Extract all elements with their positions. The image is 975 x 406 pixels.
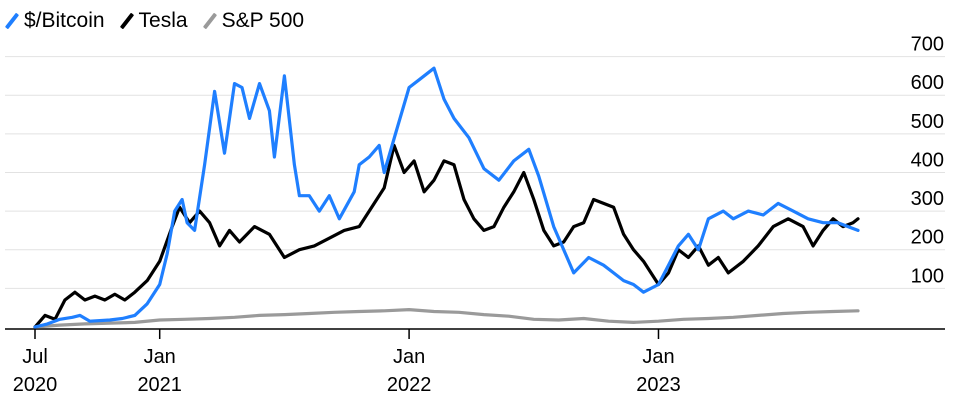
chart-legend: $/Bitcoin Tesla S&P 500 bbox=[4, 6, 305, 36]
series-line--bitcoin bbox=[33, 66, 860, 329]
series-line-s-p-500 bbox=[33, 308, 860, 329]
x-tick-label: 2023 bbox=[636, 374, 681, 396]
legend-label: Tesla bbox=[138, 9, 188, 32]
x-tick-label: Jan bbox=[144, 346, 176, 368]
y-tick-label: 400 bbox=[911, 149, 944, 171]
legend-item: S&P 500 bbox=[202, 9, 305, 33]
series-line-tesla bbox=[33, 143, 860, 329]
x-tick-label: 2021 bbox=[137, 374, 182, 396]
y-tick-label: 700 bbox=[911, 34, 944, 56]
legend-item: $/Bitcoin bbox=[4, 9, 105, 33]
x-tick-label: Jan bbox=[393, 346, 425, 368]
x-tick-label: 2022 bbox=[387, 374, 432, 396]
x-tick-label: Jul bbox=[22, 346, 48, 368]
y-tick-label: 100 bbox=[911, 265, 944, 287]
x-tick-label: Jan bbox=[642, 346, 674, 368]
y-tick-label: 600 bbox=[911, 72, 944, 94]
legend-item: Tesla bbox=[119, 9, 188, 33]
x-tick-label: 2020 bbox=[13, 374, 58, 396]
legend-label: S&P 500 bbox=[221, 9, 305, 32]
legend-label: $/Bitcoin bbox=[24, 9, 105, 32]
y-tick-label: 500 bbox=[911, 111, 944, 133]
y-tick-label: 200 bbox=[911, 227, 944, 249]
y-tick-label: 300 bbox=[911, 188, 944, 210]
